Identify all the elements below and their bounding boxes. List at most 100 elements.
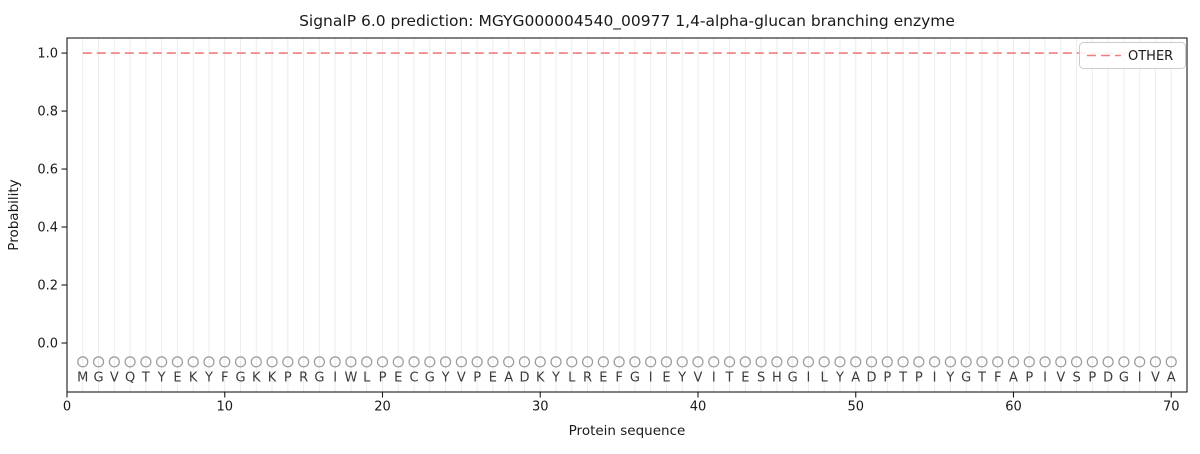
sequence-letter: D: [1103, 371, 1113, 386]
marker-circle: [676, 356, 688, 368]
y-tick-label: 0.4: [37, 221, 58, 236]
marker-circle: [361, 356, 373, 368]
marker-circle: [503, 356, 515, 368]
marker-circle: [471, 356, 483, 368]
marker-circle: [1055, 356, 1067, 368]
marker-circle: [1023, 356, 1035, 368]
sequence-letter: E: [489, 371, 497, 386]
marker-circle: [566, 356, 578, 368]
residue-markers: [77, 356, 1177, 368]
sequence-letter: Y: [441, 371, 450, 386]
x-tick-label: 20: [374, 400, 391, 415]
sequence-letter: T: [898, 371, 907, 386]
y-tick-label: 0.2: [37, 279, 58, 294]
sequence-letter: K: [268, 371, 277, 386]
y-tick-label: 0.8: [37, 105, 58, 120]
sequence-letter: Y: [551, 371, 560, 386]
marker-circle: [329, 356, 341, 368]
marker-circle: [787, 356, 799, 368]
marker-circle: [219, 356, 231, 368]
sequence-letter: G: [235, 371, 245, 386]
sequence-letter: F: [994, 371, 1001, 386]
sequence-letter: P: [915, 371, 923, 386]
marker-circle: [897, 356, 909, 368]
legend-label-other: OTHER: [1128, 49, 1173, 64]
sequence-letter: D: [866, 371, 876, 386]
sequence-letter: A: [1009, 371, 1018, 386]
marker-circle: [992, 356, 1004, 368]
sequence-letter: M: [77, 371, 88, 386]
marker-circle: [629, 356, 641, 368]
marker-circle: [613, 356, 625, 368]
sequence-letter: P: [1025, 371, 1033, 386]
marker-circle: [171, 356, 184, 368]
y-tick-label: 1.0: [37, 47, 58, 62]
sequence-letter: K: [189, 371, 198, 386]
sequence-letter: A: [504, 371, 513, 386]
marker-circle: [92, 356, 105, 368]
marker-circle: [692, 356, 704, 368]
sequence-letter: H: [772, 371, 782, 386]
x-tick-label: 30: [532, 400, 549, 415]
marker-circle: [723, 356, 736, 368]
sequence-letter: E: [599, 371, 607, 386]
sequence-letter: P: [473, 371, 481, 386]
x-axis-label: Protein sequence: [569, 423, 686, 439]
marker-circle: [439, 356, 452, 368]
sequence-letter: I: [1138, 371, 1142, 386]
x-axis-ticks: 0 10 20 30 40 50 60 70: [63, 392, 1179, 415]
marker-circle: [976, 356, 988, 368]
sequence-letter: Y: [157, 371, 166, 386]
x-tick-label: 40: [690, 400, 707, 415]
sequence-letter: G: [425, 371, 435, 386]
sequence-letter: P: [883, 371, 891, 386]
sequence-letter: Q: [125, 371, 135, 386]
marker-circle: [313, 356, 325, 368]
marker-circle: [424, 356, 436, 368]
marker-circle: [771, 356, 783, 368]
marker-circle: [392, 356, 404, 368]
marker-circle: [1165, 356, 1177, 368]
x-tick-label: 0: [63, 400, 71, 415]
marker-circle: [1149, 356, 1162, 368]
chart-title: SignalP 6.0 prediction: MGYG000004540_00…: [299, 12, 955, 31]
marker-circle: [1118, 356, 1130, 368]
sequence-letter: P: [284, 371, 292, 386]
marker-circle: [708, 356, 720, 368]
sequence-letter: F: [221, 371, 228, 386]
marker-circle: [850, 356, 862, 368]
marker-circle: [929, 356, 941, 368]
x-tick-label: 60: [1005, 400, 1022, 415]
marker-circle: [298, 356, 310, 368]
sequence-letter: V: [1056, 371, 1065, 386]
sequence-letter: L: [363, 371, 371, 386]
marker-circle: [345, 356, 357, 368]
x-tick-label: 10: [216, 400, 233, 415]
sequence-letter: C: [410, 371, 419, 386]
sequence-letter: I: [333, 371, 337, 386]
marker-circle: [1070, 356, 1083, 368]
sequence-letter: G: [961, 371, 971, 386]
sequence-letter: E: [173, 371, 181, 386]
sequence-letter: Y: [204, 371, 213, 386]
sequence-letter: I: [1043, 371, 1047, 386]
marker-circle: [818, 356, 830, 368]
marker-circle: [234, 356, 247, 368]
marker-circle: [597, 356, 609, 368]
marker-circle: [944, 356, 956, 368]
sequence-letter: Y: [835, 371, 844, 386]
axes-frame: [66, 37, 1188, 393]
sequence-letter: E: [662, 371, 670, 386]
marker-circle: [581, 356, 594, 368]
sequence-letter: E: [394, 371, 402, 386]
sequence-letter: R: [583, 371, 592, 386]
y-axis-ticks: 0.0 0.2 0.4 0.6 0.8 1.0: [37, 47, 67, 352]
marker-circle: [802, 356, 815, 368]
marker-circle: [203, 356, 215, 368]
sequence-letter: E: [741, 371, 749, 386]
marker-circle: [518, 356, 531, 368]
sequence-letter: T: [725, 371, 734, 386]
marker-circle: [108, 356, 120, 368]
